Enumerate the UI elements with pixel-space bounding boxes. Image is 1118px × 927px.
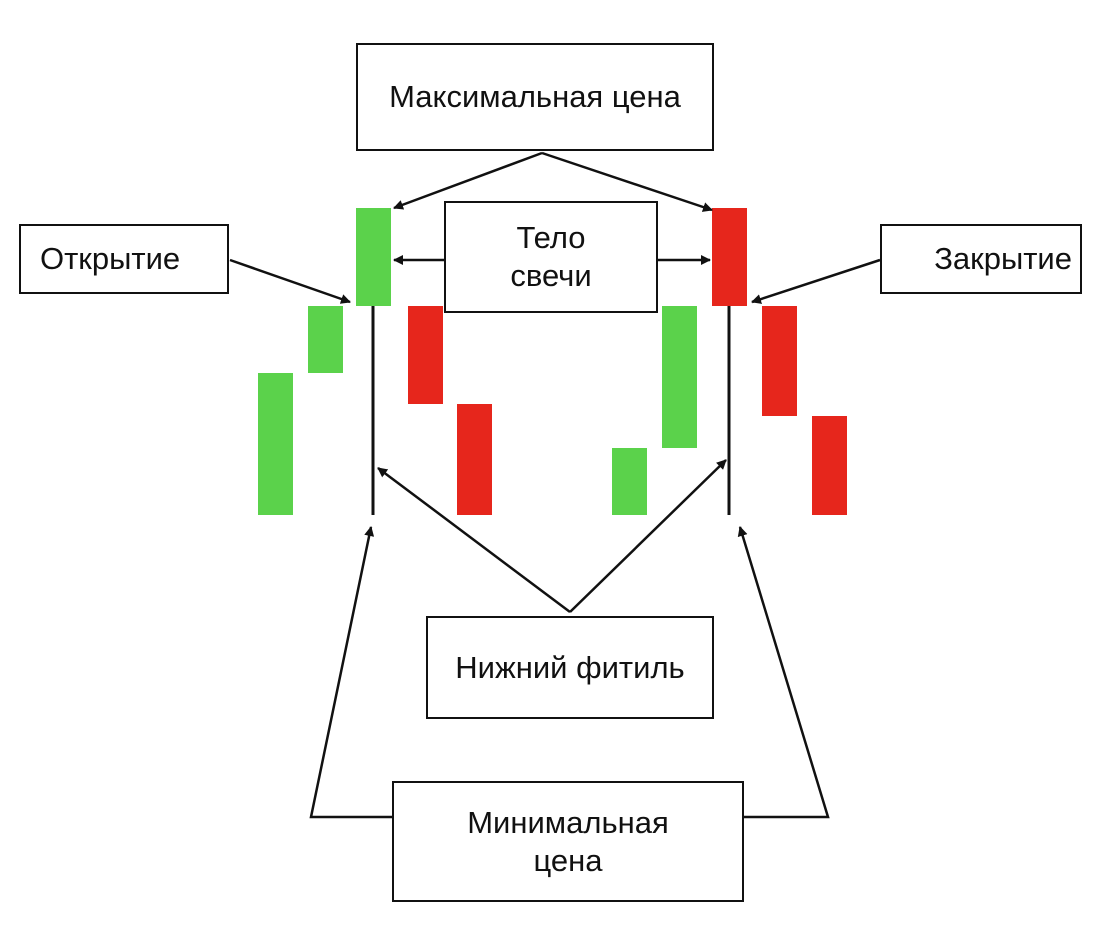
max-price-label: Максимальная цена (389, 79, 681, 114)
candle-body-label-line2: свечи (510, 258, 592, 293)
arrow-close (751, 258, 881, 304)
open-label: Открытие (40, 241, 181, 276)
max-price-label-box: Максимальная цена (356, 43, 714, 151)
arrow-min-left (309, 526, 392, 819)
open-label-box: Открытие (19, 224, 229, 294)
arrow-min-right (737, 526, 830, 819)
min-price-label-box: Минимальная цена (392, 781, 744, 902)
bullish-candle (308, 306, 343, 373)
arrow-max-to-left-candle (393, 151, 543, 210)
bullish-candle (612, 448, 647, 515)
min-price-label-line2: цена (533, 842, 603, 878)
close-label-box: Закрытие (880, 224, 1082, 294)
bullish-candle (662, 306, 697, 448)
bullish-candle-highlighted (356, 208, 391, 306)
bullish-candle (258, 373, 293, 515)
candle-body-label-line1: Тело (516, 220, 586, 255)
lower-wick-label-box: Нижний фитиль (426, 616, 714, 719)
close-label: Закрытие (934, 241, 1072, 276)
bearish-candle-highlighted (712, 208, 747, 306)
arrow-wick-left (377, 467, 571, 613)
candle-body-label-box: Тело свечи (444, 201, 658, 313)
arrow-open (229, 258, 351, 304)
bearish-candle (812, 416, 847, 515)
arrow-wick-right (569, 459, 727, 613)
bearish-candle (457, 404, 492, 515)
bearish-candle (762, 306, 797, 416)
bearish-candle (408, 306, 443, 404)
arrow-max-to-right-candle (541, 151, 713, 212)
lower-wick-label: Нижний фитиль (455, 649, 685, 685)
min-price-label-line1: Минимальная (467, 804, 669, 840)
